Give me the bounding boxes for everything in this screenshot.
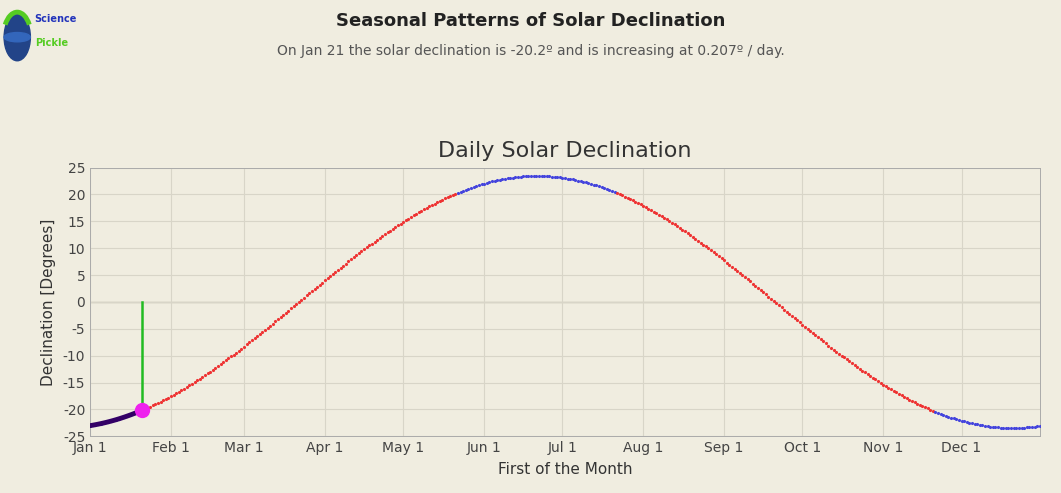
Title: Daily Solar Declination: Daily Solar Declination <box>438 141 692 161</box>
Text: Science: Science <box>35 14 77 24</box>
X-axis label: First of the Month: First of the Month <box>498 462 632 477</box>
Ellipse shape <box>4 33 31 42</box>
Text: Pickle: Pickle <box>35 38 68 48</box>
Circle shape <box>4 14 31 61</box>
Text: Seasonal Patterns of Solar Declination: Seasonal Patterns of Solar Declination <box>336 12 725 31</box>
Text: On Jan 21 the solar declination is -20.2º and is increasing at 0.207º / day.: On Jan 21 the solar declination is -20.2… <box>277 44 784 58</box>
Y-axis label: Declination [Degrees]: Declination [Degrees] <box>41 218 56 386</box>
